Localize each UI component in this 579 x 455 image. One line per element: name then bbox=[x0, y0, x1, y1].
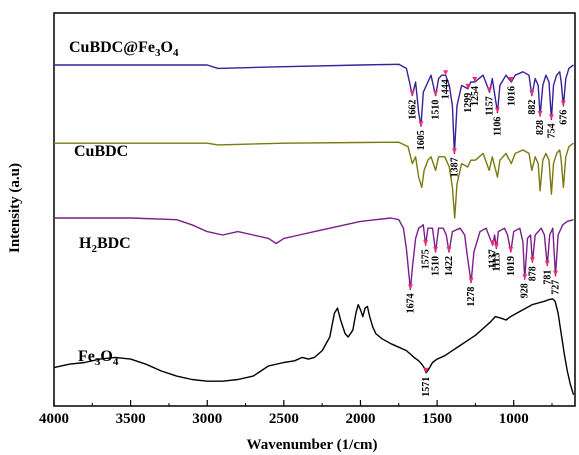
peak-marker bbox=[508, 77, 514, 82]
peak-marker bbox=[423, 240, 429, 246]
peak-marker bbox=[487, 87, 493, 93]
peak-label: 754 bbox=[546, 123, 557, 138]
series-label-h2bdc: H2BDC bbox=[79, 235, 131, 255]
series-line-fe3o4 bbox=[53, 298, 575, 396]
peak-label: 1674 bbox=[405, 293, 416, 313]
peak-label: 928 bbox=[520, 283, 531, 298]
peak-marker bbox=[529, 90, 535, 96]
x-tick-label: 2000 bbox=[345, 411, 375, 427]
series-label-h2bdc-mid: BDC bbox=[97, 235, 131, 252]
plot-frame bbox=[53, 12, 576, 407]
series-label-h2bdc-main: H bbox=[79, 235, 92, 252]
x-tick-label: 1500 bbox=[422, 411, 452, 427]
peak-marker bbox=[537, 111, 543, 116]
x-tick-label: 3000 bbox=[192, 411, 222, 427]
peak-marker bbox=[522, 274, 528, 280]
series-line-cubdc bbox=[54, 141, 574, 219]
peak-label: 878 bbox=[527, 266, 538, 281]
series-label-fe3o4-sub2: 4 bbox=[113, 356, 119, 368]
peak-marker bbox=[548, 114, 554, 120]
series-label-cubdc: CuBDC bbox=[74, 143, 128, 160]
series-label-h2bdc-sub: 2 bbox=[91, 243, 97, 255]
series-label-cubdc-fe3o4-sub: 3 bbox=[155, 47, 161, 59]
series-label-fe3o4-main: Fe bbox=[78, 348, 95, 365]
series-label-cubdc-fe3o4: CuBDC@Fe3O4 bbox=[69, 39, 179, 59]
peak-label: 1113 bbox=[491, 253, 502, 272]
peak-label: 882 bbox=[527, 100, 538, 115]
peak-marker bbox=[433, 90, 439, 96]
x-tick-label: 2500 bbox=[269, 411, 299, 427]
x-tick-label: 1000 bbox=[499, 411, 529, 427]
peak-marker bbox=[493, 243, 499, 249]
peak-marker bbox=[451, 148, 457, 154]
peak-marker bbox=[418, 121, 424, 127]
series-label-cubdc-fe3o4-mid: O bbox=[161, 39, 173, 56]
peak-marker bbox=[529, 257, 535, 263]
peak-label: 1106 bbox=[493, 117, 504, 136]
y-axis-title: Intensity (a.u) bbox=[7, 163, 23, 253]
peak-label: 781 bbox=[542, 270, 553, 285]
peak-label: 727 bbox=[551, 280, 562, 295]
peak-label: 1662 bbox=[407, 100, 418, 120]
series-label-cubdc-main: CuBDC bbox=[74, 143, 128, 160]
peak-marker bbox=[508, 247, 514, 252]
peak-marker bbox=[472, 77, 478, 82]
peak-label: 1137 bbox=[488, 249, 499, 268]
peak-marker bbox=[407, 284, 413, 290]
series-label-fe3o4: Fe3O4 bbox=[78, 348, 119, 368]
peak-marker bbox=[553, 270, 559, 276]
peak-label: 1422 bbox=[444, 256, 455, 276]
x-tick-label: 4000 bbox=[39, 411, 69, 427]
series-label-cubdc-fe3o4-main: CuBDC@Fe bbox=[69, 39, 155, 56]
peak-marker bbox=[423, 367, 429, 373]
peak-marker bbox=[490, 240, 496, 246]
peak-marker bbox=[560, 100, 566, 106]
peak-label: 1254 bbox=[470, 86, 481, 106]
peak-label: 1019 bbox=[506, 256, 517, 276]
peak-label: 1605 bbox=[416, 130, 427, 150]
peak-marker bbox=[494, 107, 500, 113]
peak-marker bbox=[465, 83, 471, 89]
peak-marker bbox=[443, 70, 449, 76]
x-tick-label: 3500 bbox=[116, 411, 146, 427]
peak-label: 1387 bbox=[449, 157, 460, 177]
peak-label: 828 bbox=[535, 120, 546, 135]
peak-label: 1510 bbox=[431, 256, 442, 276]
peak-label: 1510 bbox=[431, 100, 442, 120]
peak-marker bbox=[446, 247, 452, 252]
peak-marker bbox=[433, 247, 439, 252]
x-axis-title: Wavenumber (1/cm) bbox=[247, 437, 378, 453]
peak-label: 1571 bbox=[421, 377, 432, 397]
peak-label: 1299 bbox=[463, 93, 474, 113]
peak-label: 1278 bbox=[466, 287, 477, 307]
peak-label: 1016 bbox=[506, 86, 517, 106]
peak-label: 1575 bbox=[421, 249, 432, 269]
series-label-cubdc-fe3o4-sub2: 4 bbox=[173, 47, 179, 59]
peak-label: 676 bbox=[558, 110, 569, 125]
x-axis-ticks: 4000 3500 3000 2500 2000 1500 1000 bbox=[39, 400, 553, 427]
peak-label: 1157 bbox=[485, 96, 496, 115]
series-label-fe3o4-mid: O bbox=[100, 348, 112, 365]
peak-marker bbox=[409, 90, 415, 96]
peak-marker bbox=[544, 260, 550, 266]
peak-label: 1444 bbox=[441, 79, 452, 99]
series-label-fe3o4-sub: 3 bbox=[95, 356, 101, 368]
peak-marker bbox=[468, 277, 474, 283]
